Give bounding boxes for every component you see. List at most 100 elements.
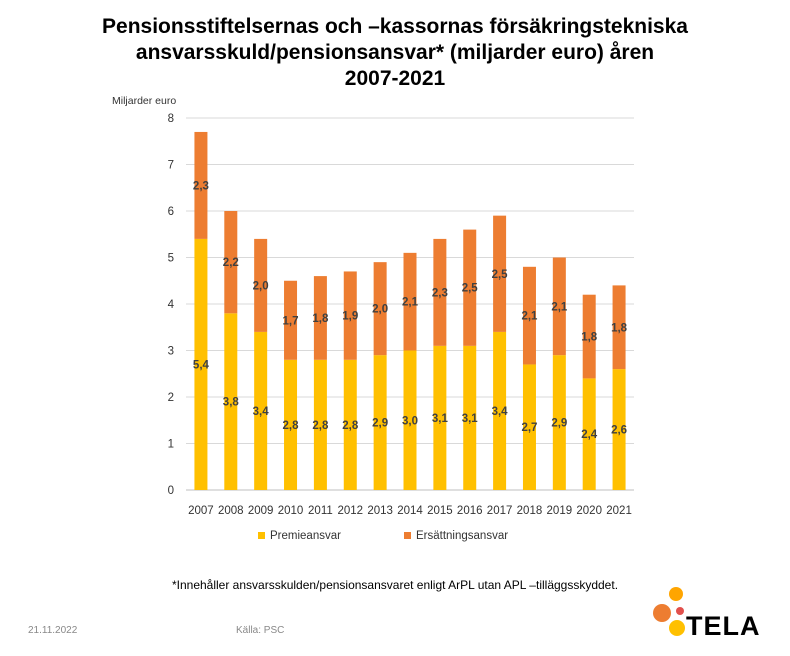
data-label: 2,0	[372, 304, 388, 316]
legend: Premieansvar Ersättningsansvar	[258, 530, 508, 542]
chart-title-line-3: 2007-2021	[344, 67, 446, 90]
y-tick-label: 0	[168, 485, 174, 497]
bar-premieansvar-2008	[224, 313, 238, 490]
data-label: 2,1	[551, 301, 568, 313]
bar-ersättningsansvar-2018	[522, 266, 536, 365]
data-label: 1,8	[581, 332, 598, 344]
x-tick-labels: 2007 2008 2009 2010 2011 2012 2013 2014 2015 2016…	[188, 505, 632, 517]
data-label: 3,1	[432, 413, 449, 425]
data-label: 2,8	[312, 420, 329, 432]
data-label: 2,2	[223, 257, 239, 269]
data-label: 2,5	[462, 283, 479, 295]
data-label: 2,7	[521, 422, 537, 434]
logo-dot-orange-top	[669, 587, 683, 601]
bar-ersättningsansvar-2010	[284, 280, 298, 360]
data-label: 3,8	[223, 397, 240, 409]
x-tick-label: 2016	[457, 505, 483, 517]
data-label: 1,8	[611, 322, 628, 334]
bar-ersättningsansvar-2021	[612, 285, 626, 370]
y-tick-label: 8	[168, 113, 174, 125]
data-label: 2,5	[492, 269, 509, 281]
y-tick-label: 3	[168, 346, 174, 358]
y-axis-label: Miljarder euro	[112, 95, 176, 107]
y-tick-label: 1	[168, 439, 174, 451]
data-label: 1,8	[312, 313, 329, 325]
x-tick-label: 2021	[606, 505, 632, 517]
bar-premieansvar-2010	[284, 359, 298, 490]
data-label: 2,8	[283, 420, 300, 432]
bar-premieansvar-2016	[463, 345, 477, 490]
bars: 5,4 2,3 3,8 2,2 3,4 2,0 2,8 1,7 2,8 1,8 2,8 1,9 2,9 2…	[193, 131, 628, 490]
data-label: 2,9	[551, 418, 567, 430]
chart-title: Pensionsstiftelsernas och –kassornas för…	[40, 14, 750, 92]
legend-label-ersättningsansvar: Ersättningsansvar	[416, 530, 508, 542]
data-label: 2,8	[342, 420, 359, 432]
bar-ersättningsansvar-2014	[403, 252, 417, 351]
x-tick-label: 2011	[308, 505, 333, 517]
x-tick-label: 2008	[218, 505, 244, 517]
legend-swatch-premieansvar	[258, 532, 265, 539]
logo-dot-yellow-bottom	[669, 620, 685, 636]
bar-ersättningsansvar-2017	[493, 215, 507, 332]
x-tick-label: 2009	[248, 505, 274, 517]
data-label: 3,1	[462, 413, 479, 425]
bar-ersättningsansvar-2016	[463, 229, 477, 346]
x-tick-label: 2018	[517, 505, 543, 517]
data-label: 2,3	[432, 287, 448, 299]
chart-title-line-2: ansvarsskuld/pensionsansvar* (miljarder …	[135, 41, 655, 64]
data-label: 2,1	[402, 297, 419, 309]
bar-premieansvar-2013	[373, 355, 387, 490]
data-label: 3,4	[492, 406, 509, 418]
bar-premieansvar-2021	[612, 369, 626, 490]
bar-premieansvar-2012	[343, 359, 357, 490]
logo-text: TELA	[686, 611, 761, 641]
data-label: 2,6	[611, 425, 627, 437]
bar-ersättningsansvar-2008	[224, 211, 238, 314]
logo-dot-red-small	[676, 607, 684, 615]
source-label: Källa: PSC	[236, 625, 285, 636]
legend-label-premieansvar: Premieansvar	[270, 530, 341, 542]
x-tick-label: 2015	[427, 505, 453, 517]
y-tick-label: 5	[168, 253, 174, 265]
bar-ersättningsansvar-2007	[194, 131, 208, 239]
x-tick-label: 2013	[367, 505, 393, 517]
bar-ersättningsansvar-2019	[552, 257, 566, 356]
bar-premieansvar-2011	[313, 359, 327, 490]
stacked-bar-chart: 0 1 2 3 4 5 6 7 8 5,4 2,3 3,8 2,2 3,4 2,0 2,8 1,7 2,8 1,8…	[112, 95, 634, 542]
bar-ersättningsansvar-2009	[254, 238, 268, 332]
data-label: 1,9	[342, 311, 358, 323]
x-tick-label: 2019	[547, 505, 573, 517]
y-tick-label: 7	[168, 160, 174, 172]
legend-swatch-ersättningsansvar	[404, 532, 411, 539]
x-tick-label: 2012	[337, 505, 363, 517]
data-label: 3,4	[253, 406, 270, 418]
bar-premieansvar-2018	[522, 364, 536, 490]
data-label: 5,4	[193, 359, 210, 371]
bar-ersättningsansvar-2011	[313, 276, 327, 360]
date-label: 21.11.2022	[28, 625, 78, 636]
bar-premieansvar-2019	[552, 355, 566, 490]
x-tick-label: 2007	[188, 505, 214, 517]
bar-premieansvar-2007	[194, 238, 208, 490]
data-label: 3,0	[402, 415, 418, 427]
bar-premieansvar-2015	[433, 345, 447, 490]
x-tick-label: 2017	[487, 505, 513, 517]
bar-premieansvar-2020	[582, 378, 596, 490]
x-tick-label: 2010	[278, 505, 304, 517]
y-tick-labels: 0 1 2 3 4 5 6 7 8	[168, 113, 175, 497]
chart-title-line-1: Pensionsstiftelsernas och –kassornas för…	[102, 15, 688, 38]
bar-premieansvar-2017	[493, 331, 507, 490]
footnote: *Innehåller ansvarsskulden/pensionsansva…	[171, 578, 619, 592]
data-label: 2,1	[521, 311, 538, 323]
data-label: 2,3	[193, 180, 209, 192]
data-label: 2,4	[581, 429, 598, 441]
data-label: 2,9	[372, 418, 388, 430]
y-tick-label: 2	[168, 392, 174, 404]
bar-premieansvar-2009	[254, 331, 268, 490]
bar-ersättningsansvar-2020	[582, 294, 596, 379]
x-tick-label: 2014	[397, 505, 423, 517]
tela-logo	[653, 587, 685, 636]
data-label: 1,7	[283, 315, 299, 327]
bar-ersättningsansvar-2013	[373, 262, 387, 356]
logo-dot-orange-left	[653, 604, 671, 622]
